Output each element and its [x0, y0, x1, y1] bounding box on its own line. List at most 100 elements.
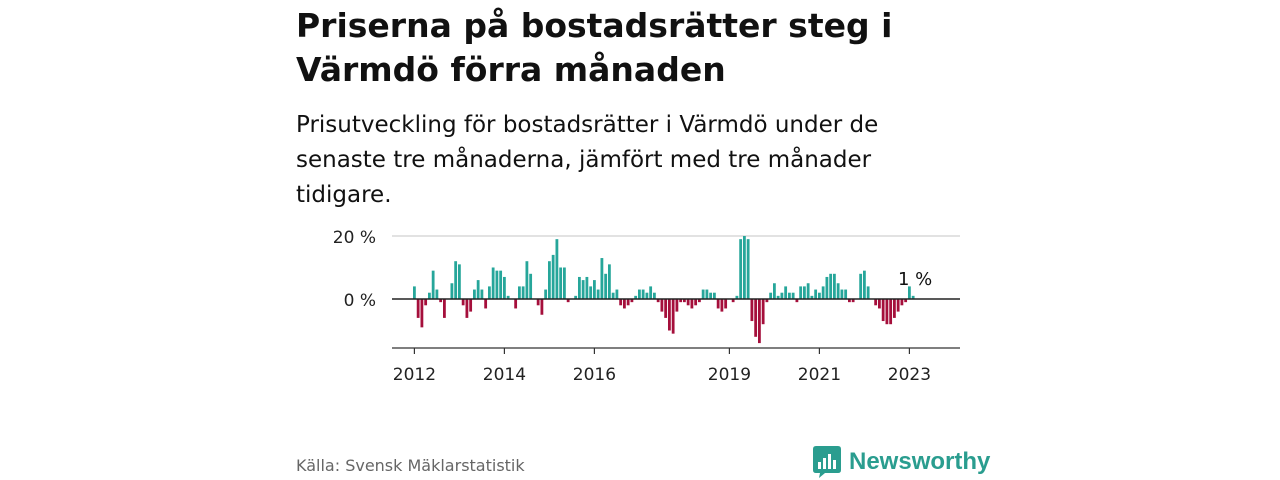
- bar: [746, 239, 750, 299]
- bar: [581, 280, 585, 299]
- bar: [874, 299, 878, 306]
- bar: [773, 283, 776, 299]
- bar: [720, 299, 724, 312]
- bar: [428, 292, 431, 299]
- bar: [825, 276, 829, 299]
- x-tick-label: 2021: [798, 365, 841, 385]
- bar: [596, 289, 600, 299]
- bar: [536, 299, 540, 306]
- bar: [668, 299, 671, 331]
- bar: [859, 273, 863, 299]
- bar: [716, 299, 720, 309]
- bar: [814, 289, 818, 299]
- bar: [484, 299, 488, 309]
- bar: [896, 299, 900, 312]
- bar: [548, 261, 551, 299]
- bar: [660, 299, 664, 312]
- bar: [593, 280, 596, 299]
- bar: [799, 286, 803, 299]
- bar: [671, 299, 675, 334]
- source-note: Källa: Svensk Mäklarstatistik: [296, 456, 525, 475]
- bar: [765, 299, 769, 303]
- bar: [848, 299, 851, 303]
- bar: [866, 286, 870, 299]
- bar: [563, 267, 566, 299]
- bar: [439, 299, 443, 303]
- bar: [611, 292, 615, 299]
- bar: [664, 299, 668, 318]
- bar: [578, 276, 581, 299]
- bar: [776, 295, 780, 299]
- bar: [900, 299, 904, 306]
- bar: [694, 299, 698, 306]
- bar: [454, 261, 458, 299]
- bar: [476, 280, 480, 299]
- x-tick-label: 2014: [483, 365, 526, 385]
- bar: [806, 283, 810, 299]
- bar: [634, 295, 638, 299]
- brand-logo: Newsworthy: [813, 446, 990, 478]
- bar: [743, 236, 746, 299]
- y-tick-label: 20 %: [333, 228, 376, 248]
- bar: [784, 286, 788, 299]
- bar: [803, 286, 806, 299]
- bar: [544, 289, 548, 299]
- bar: [529, 273, 533, 299]
- bar: [795, 299, 799, 303]
- bar: [480, 289, 484, 299]
- bar: [559, 267, 563, 299]
- bar: [458, 264, 461, 299]
- bar: [889, 299, 893, 325]
- bar: [735, 295, 739, 299]
- bar: [829, 273, 833, 299]
- x-tick-label: 2023: [888, 365, 931, 385]
- bar: [604, 273, 608, 299]
- bar: [713, 292, 716, 299]
- bar: [619, 299, 623, 306]
- bar: [499, 270, 503, 299]
- bar: [701, 289, 705, 299]
- bar: [566, 299, 570, 303]
- bar-chart: 0 % 20 % 2012 2014 2016 2019 2021 2023 1 %: [333, 228, 960, 385]
- bar: [833, 273, 836, 299]
- bar: [473, 289, 476, 299]
- bar: [514, 299, 518, 309]
- bar: [465, 299, 469, 318]
- bar: [435, 289, 439, 299]
- bar: [424, 299, 428, 306]
- bar: [506, 295, 510, 299]
- last-value-annotation: 1 %: [898, 269, 932, 290]
- bar: [630, 299, 634, 303]
- bar: [469, 299, 473, 312]
- brand-name: Newsworthy: [849, 448, 991, 475]
- bar: [656, 299, 660, 303]
- bar: [690, 299, 694, 309]
- bar: [608, 264, 611, 299]
- bar: [413, 286, 416, 299]
- bar: [904, 299, 908, 303]
- bar: [649, 286, 653, 299]
- bar: [818, 292, 821, 299]
- bar: [623, 299, 626, 309]
- bar: [810, 295, 814, 299]
- bar: [431, 270, 435, 299]
- bar: [836, 283, 840, 299]
- bar: [698, 299, 701, 303]
- bar: [878, 299, 881, 309]
- bar: [908, 286, 911, 299]
- bar: [821, 286, 825, 299]
- bar: [450, 283, 454, 299]
- bar: [645, 292, 649, 299]
- bar: [600, 258, 604, 299]
- bar: [585, 276, 589, 299]
- bar: [731, 299, 735, 303]
- bar: [851, 299, 855, 303]
- bar: [574, 295, 578, 299]
- bar: [540, 299, 544, 315]
- bar-chart-speech-bubble-icon: [813, 446, 841, 478]
- bar: [638, 289, 641, 299]
- x-tick-label: 2019: [708, 365, 751, 385]
- bar: [491, 267, 495, 299]
- bar: [589, 286, 593, 299]
- bar: [686, 299, 690, 306]
